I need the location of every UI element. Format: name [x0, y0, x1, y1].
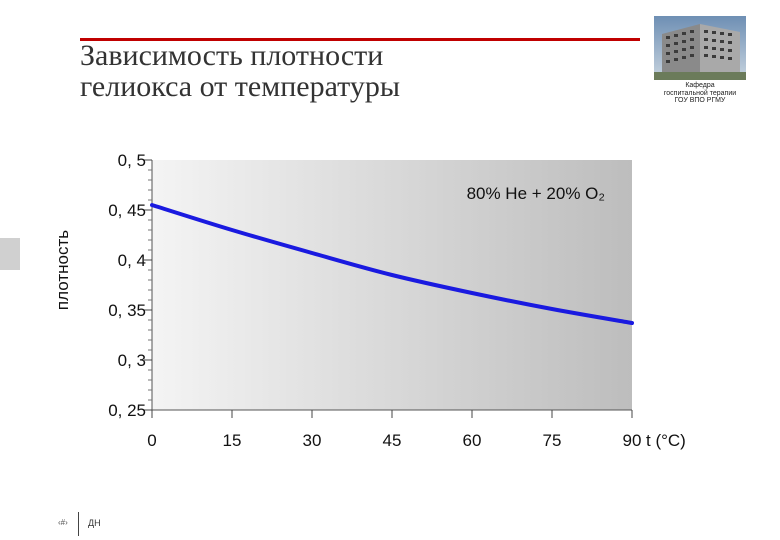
y-axis-title: плотность	[53, 230, 72, 310]
page-number: ‹#›	[58, 518, 68, 527]
y-tick-label: 0, 45	[108, 201, 146, 220]
title-line-1: Зависимость плотности	[80, 39, 384, 72]
department-caption: Кафедра госпитальной терапии ГОУ ВПО РГМ…	[650, 82, 750, 105]
y-tick-label: 0, 5	[118, 151, 146, 170]
title-line-2: гелиокса от температуры	[80, 70, 400, 103]
side-decoration	[0, 238, 20, 270]
y-ticks: 0, 25 0, 3 0, 35 0, 4 0, 45 0, 5	[108, 151, 152, 420]
y-tick-label: 0, 4	[118, 251, 146, 270]
x-tick-label: 90	[623, 431, 642, 450]
y-tick-label: 0, 25	[108, 401, 146, 420]
x-ticks: 0 15 30 45 60 75 90	[147, 410, 641, 450]
density-curve	[150, 203, 634, 325]
x-axis-title: t (°C)	[646, 431, 686, 450]
title-rule	[80, 38, 640, 41]
curve-annotation: 80% He + 20% O₂	[467, 184, 605, 203]
page-title: Зависимость плотности гелиокса от темпер…	[80, 40, 400, 102]
dept-line-3: ГОУ ВПО РГМУ	[674, 97, 726, 104]
x-tick-label: 60	[463, 431, 482, 450]
building-logo	[654, 16, 746, 80]
x-tick-label: 45	[383, 431, 402, 450]
x-tick-label: 30	[303, 431, 322, 450]
plot-area	[152, 160, 632, 410]
dept-line-1: Кафедра	[685, 82, 715, 89]
dept-line-2: госпитальной терапии	[663, 89, 737, 97]
x-tick-label: 75	[543, 431, 562, 450]
x-tick-label: 15	[223, 431, 242, 450]
x-tick-label: 0	[147, 431, 156, 450]
footer-text: ДН	[88, 518, 101, 528]
footer-rule	[78, 512, 79, 536]
y-tick-label: 0, 3	[118, 351, 146, 370]
y-minor-ticks	[148, 159, 152, 411]
y-tick-label: 0, 35	[108, 301, 146, 320]
